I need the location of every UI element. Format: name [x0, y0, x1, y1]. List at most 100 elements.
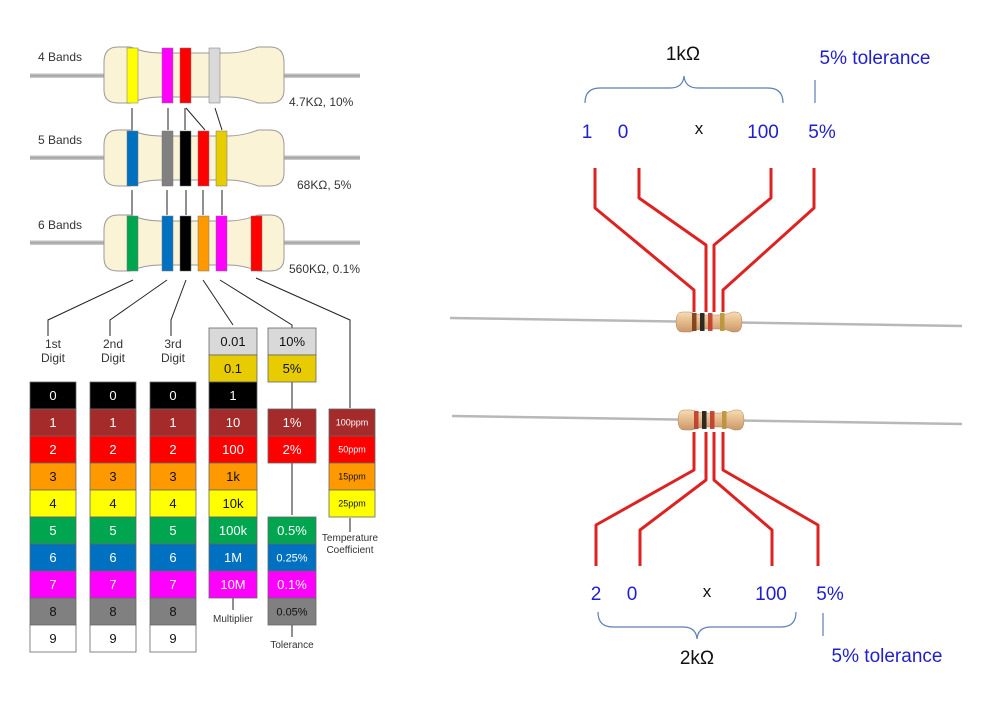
tolerance-cell-swatch — [267, 408, 317, 437]
tolerance-cell-label: 10% — [279, 334, 305, 349]
digit-cell-swatch — [29, 435, 77, 464]
tempco-label-line1: Temperature — [322, 533, 379, 544]
color-band — [197, 215, 210, 272]
color-band — [126, 130, 139, 187]
multiplier-label: Multiplier — [213, 614, 254, 625]
tolerance-cell-swatch — [267, 354, 317, 383]
digit-cell-label: 0 — [109, 388, 116, 403]
digit-cell-swatch — [149, 516, 197, 545]
tempco-cell: 100ppm — [328, 408, 376, 437]
digit-cell-label: 3 — [109, 469, 116, 484]
tolerance-cell-label: 2% — [283, 442, 302, 457]
digit-cell: 9 — [149, 624, 197, 653]
multiplier-cell-swatch — [208, 327, 258, 356]
tolerance-cell-label: 5% — [283, 361, 302, 376]
digit-cell-label: 0 — [169, 388, 176, 403]
resistor-5-bands — [30, 129, 360, 187]
digit-cell-swatch — [29, 462, 77, 491]
multiplier-cell-label: 1k — [226, 469, 240, 484]
digit-cell-swatch — [149, 624, 197, 653]
color-band — [208, 47, 221, 104]
tolerance-cell: 1% — [267, 408, 317, 437]
photo-band — [720, 313, 725, 331]
tempco-cell-swatch — [328, 462, 376, 491]
tolerance-cell-swatch — [267, 570, 317, 599]
digit-cell: 6 — [29, 543, 77, 572]
tempco-cell: 25ppm — [328, 489, 376, 518]
tolerance-cell-label: 0.25% — [276, 552, 307, 564]
multiplier-cell-label: 0.01 — [220, 334, 245, 349]
digit-cell-swatch — [89, 624, 137, 653]
tolerance-cell: 2% — [267, 435, 317, 464]
connector-lines — [47, 107, 351, 637]
top-times: x — [695, 119, 704, 138]
top-lead-lines — [593, 168, 816, 312]
digit-cell: 1 — [89, 408, 137, 437]
multiplier-cell: 1M — [208, 543, 258, 572]
color-band — [215, 215, 228, 272]
digit-cell-label: 9 — [49, 631, 56, 646]
digit-cell-label: 3 — [49, 469, 56, 484]
column-header-3rd-sub: Digit — [161, 351, 186, 365]
digit-cell-label: 8 — [49, 604, 56, 619]
digit-cell: 8 — [29, 597, 77, 626]
photo-band — [722, 411, 727, 429]
tolerance-cell-label: 0.5% — [277, 523, 307, 538]
digit-cell-label: 8 — [109, 604, 116, 619]
color-band — [161, 130, 174, 187]
tempco-cell-swatch — [328, 489, 376, 518]
digit-cell: 1 — [29, 408, 77, 437]
band-label-6: 6 Bands — [38, 218, 82, 232]
digit-cell: 9 — [29, 624, 77, 653]
digit-cell-label: 2 — [169, 442, 176, 457]
digit-cell-swatch — [149, 570, 197, 599]
color-band — [161, 47, 174, 104]
multiplier-cell-swatch — [208, 516, 258, 545]
multiplier-cell: 100k — [208, 516, 258, 545]
digit-cell-swatch — [149, 597, 197, 626]
top-digit-2: 0 — [618, 122, 629, 143]
tolerance-cell-label: 1% — [283, 415, 302, 430]
digit-cell: 5 — [149, 516, 197, 545]
top-brace — [584, 75, 784, 104]
tolerance-cell-swatch — [267, 597, 317, 626]
multiplier-cell: 10k — [208, 489, 258, 518]
color-band — [179, 215, 192, 272]
top-tolerance: 5% — [808, 122, 836, 143]
digit-cell-swatch — [29, 570, 77, 599]
digit-cell-swatch — [29, 543, 77, 572]
color-band — [161, 215, 174, 272]
photo-band — [702, 411, 707, 429]
multiplier-cell-swatch — [208, 381, 258, 410]
tempco-label-line2: Coefficient — [326, 545, 373, 556]
multiplier-cell-swatch — [208, 354, 258, 383]
digit-cell-swatch — [29, 516, 77, 545]
digit-cell-label: 2 — [109, 442, 116, 457]
multiplier-cell-swatch — [208, 570, 258, 599]
digit-cell-label: 1 — [49, 415, 56, 430]
digit-cell-swatch — [29, 597, 77, 626]
color-band — [126, 215, 139, 272]
digit-cell: 7 — [89, 570, 137, 599]
color-band — [179, 47, 192, 104]
tolerance-cell: 0.1% — [267, 570, 317, 599]
bottom-tolerance: 5% — [816, 584, 844, 605]
multiplier-cell-label: 1 — [229, 388, 236, 403]
photo-band — [710, 411, 715, 429]
top-example: 1kΩ 5% tolerance 1 0 x 100 5% — [582, 44, 930, 312]
digit-cell: 6 — [89, 543, 137, 572]
resistor-4-bands — [30, 46, 360, 104]
bottom-tolerance-label: 5% tolerance — [832, 646, 943, 667]
multiplier-cell-swatch — [208, 462, 258, 491]
digit-cell-label: 6 — [169, 550, 176, 565]
digit-cell-label: 8 — [169, 604, 176, 619]
bottom-brace — [597, 611, 797, 640]
tempco-cell-label: 100ppm — [336, 418, 369, 428]
band-label-4: 4 Bands — [38, 50, 82, 64]
digit-cell-label: 1 — [169, 415, 176, 430]
multiplier-cell-swatch — [208, 408, 258, 437]
tolerance-cell: 0.05% — [267, 597, 317, 626]
digit-cell: 2 — [89, 435, 137, 464]
digit-cell-label: 6 — [49, 550, 56, 565]
multiplier-cell-label: 10 — [226, 415, 240, 430]
